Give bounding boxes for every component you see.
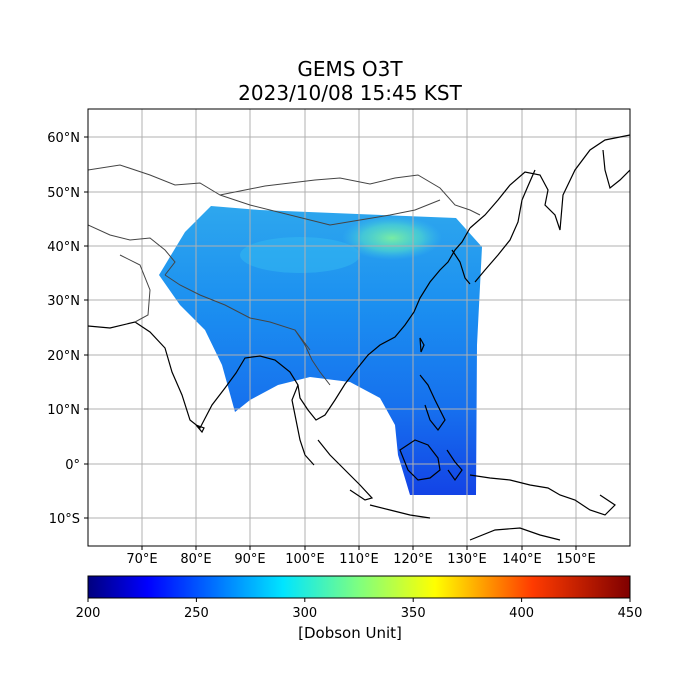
colorbar-tick-label: 250	[184, 606, 209, 621]
border-mongolia	[219, 194, 441, 226]
lon-tick-label: 150°E	[556, 552, 596, 567]
colorbar-tick-label: 400	[509, 606, 534, 621]
lon-tick-label: 70°E	[126, 552, 157, 567]
lon-tick-label: 130°E	[447, 552, 487, 567]
coast-philippines	[419, 374, 446, 432]
lat-tick-labels: 60°N 50°N 40°N 30°N 20°N 10°N 0° 10°S	[47, 131, 80, 527]
coastlines	[88, 134, 630, 541]
colorbar-ticks	[87, 598, 631, 602]
colorbar-label: [Dobson Unit]	[298, 624, 402, 642]
ozone-mid-region	[240, 237, 360, 273]
lon-tick-label: 100°E	[285, 552, 325, 567]
coast-java	[369, 504, 431, 519]
lat-tick-label: 50°N	[47, 186, 80, 201]
country-borders	[88, 164, 481, 386]
axis-ticks	[84, 136, 577, 550]
lon-tick-label: 120°E	[393, 552, 433, 567]
lat-tick-label: 30°N	[47, 294, 80, 309]
lon-tick-label: 110°E	[339, 552, 379, 567]
coast-indochina	[291, 384, 315, 466]
lat-tick-label: 40°N	[47, 240, 80, 255]
lat-tick-label: 60°N	[47, 131, 80, 146]
coast-borneo	[399, 439, 441, 481]
coast-australia-north	[469, 527, 561, 541]
coast-new-guinea	[469, 474, 616, 516]
lat-tick-label: 10°N	[47, 403, 80, 418]
lat-tick-label: 0°	[65, 458, 80, 473]
colorbar-tick-label: 300	[292, 606, 317, 621]
coast-russia-far-east	[469, 134, 630, 231]
map-grid	[88, 109, 630, 546]
map-subtitle: 2023/10/08 15:45 KST	[238, 81, 462, 105]
map-content	[88, 109, 630, 546]
lon-tick-label: 90°E	[234, 552, 265, 567]
coast-sumatra	[317, 439, 374, 501]
lon-tick-label: 80°E	[180, 552, 211, 567]
border-indochina	[294, 329, 331, 386]
border-central-asia	[88, 224, 176, 276]
ozone-data-field	[159, 206, 482, 495]
lat-tick-label: 20°N	[47, 349, 80, 364]
colorbar-tick-label: 450	[618, 606, 643, 621]
coast-japan	[474, 169, 536, 283]
lat-tick-label: 10°S	[49, 512, 80, 527]
coast-sri-lanka	[195, 424, 205, 434]
coast-arabia-india	[88, 227, 471, 429]
map-title: GEMS O3T	[297, 57, 403, 81]
border-himalaya	[164, 274, 311, 351]
colorbar-tick-label: 350	[401, 606, 426, 621]
coast-taiwan	[419, 337, 425, 353]
coast-sulawesi	[446, 449, 463, 482]
colorbar-tick-label: 200	[76, 606, 101, 621]
lon-tick-label: 140°E	[502, 552, 542, 567]
coast-korea	[451, 249, 471, 285]
colorbar	[87, 575, 631, 599]
ozone-high-region	[342, 216, 442, 260]
border-pakistan	[119, 254, 151, 323]
colorbar-tick-labels: 200 250 300 350 400 450	[76, 606, 643, 621]
coast-kamchatka	[602, 149, 630, 190]
border-russia-south	[88, 164, 481, 216]
lon-tick-labels: 70°E 80°E 90°E 100°E 110°E 120°E 130°E 1…	[126, 552, 595, 567]
